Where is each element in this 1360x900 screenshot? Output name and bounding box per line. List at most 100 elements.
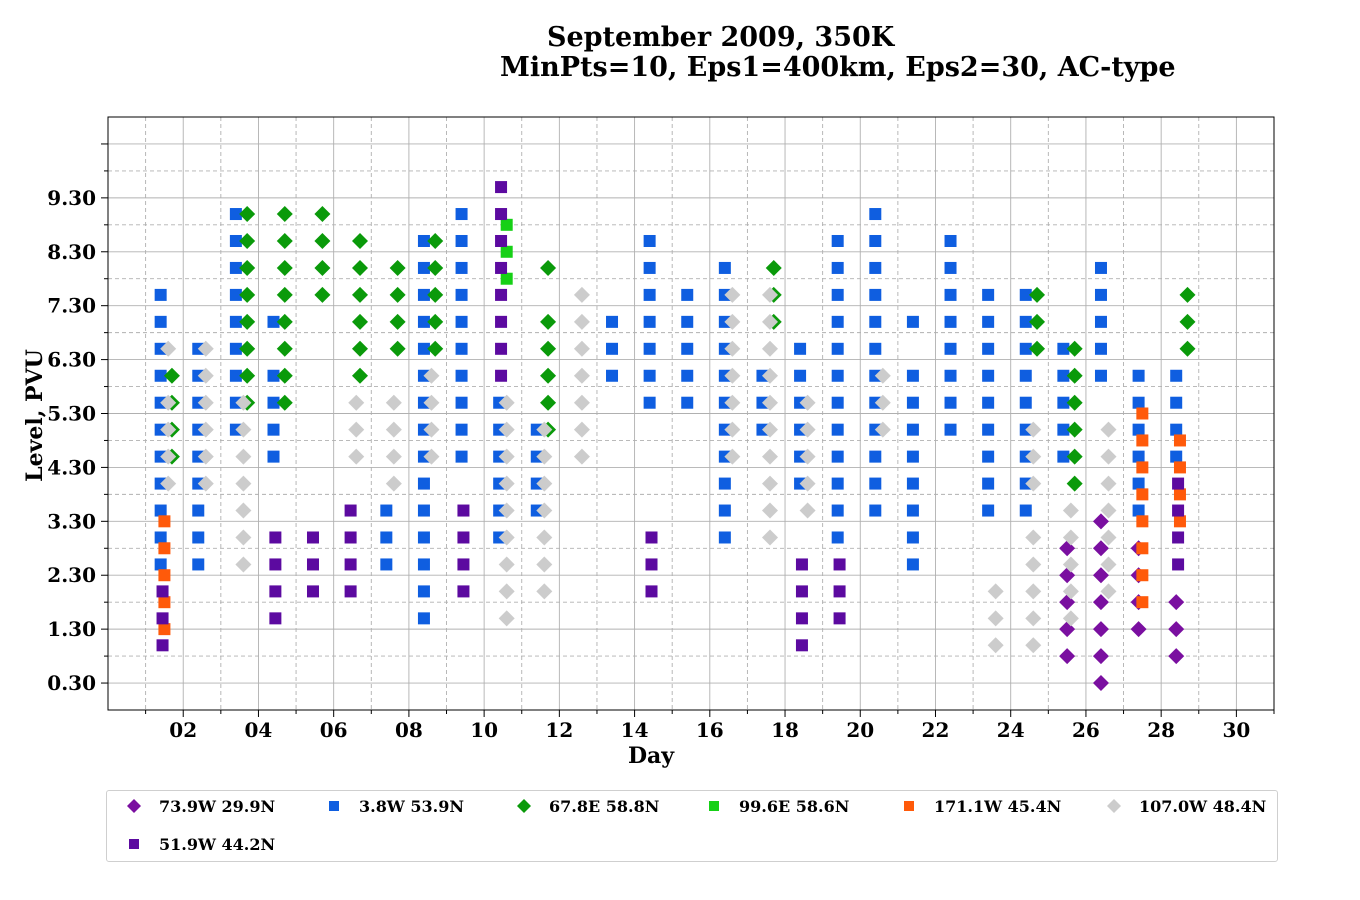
data-point: [540, 340, 557, 357]
data-point: [1136, 596, 1149, 609]
data-point: [239, 206, 256, 223]
data-point: [192, 531, 205, 544]
data-point: [276, 394, 293, 411]
data-point: [276, 206, 293, 223]
data-point: [154, 369, 167, 382]
data-point: [874, 421, 891, 438]
data-point: [1172, 531, 1185, 544]
data-point: [417, 504, 430, 517]
square-marker-icon: [129, 839, 139, 849]
data-point: [982, 396, 995, 409]
legend-label: 99.6E 58.6N: [739, 796, 850, 816]
data-point: [1094, 315, 1107, 328]
data-point: [1059, 648, 1076, 665]
data-point: [1029, 340, 1046, 357]
data-point: [1136, 515, 1149, 528]
data-point: [1025, 475, 1042, 492]
series-6: [160, 286, 1117, 654]
data-point: [1025, 421, 1042, 438]
data-point: [1019, 315, 1032, 328]
data-point: [427, 286, 444, 303]
data-point: [197, 340, 214, 357]
data-point: [239, 259, 256, 276]
data-point: [681, 288, 694, 301]
diamond-marker-icon: [127, 799, 141, 813]
data-point: [982, 342, 995, 355]
data-point: [799, 421, 816, 438]
data-point: [352, 367, 369, 384]
data-point: [229, 234, 242, 247]
data-point: [987, 637, 1004, 654]
legend-marker: [517, 799, 531, 813]
legend-label: 51.9W 44.2N: [159, 834, 276, 854]
data-point: [724, 286, 741, 303]
data-point: [540, 259, 557, 276]
data-point: [869, 288, 882, 301]
x-axis-label: Day: [628, 743, 675, 769]
data-point: [1062, 583, 1079, 600]
data-point: [536, 475, 553, 492]
data-point: [1025, 637, 1042, 654]
data-point: [498, 448, 515, 465]
data-point: [389, 286, 406, 303]
data-point: [1019, 396, 1032, 409]
data-point: [833, 558, 846, 571]
data-point: [455, 423, 468, 436]
data-point: [417, 342, 430, 355]
x-tick-label: 16: [696, 718, 724, 742]
legend-item: 3.8W 53.9N: [327, 792, 464, 820]
data-point: [457, 558, 470, 571]
data-point: [314, 206, 331, 223]
data-point: [799, 502, 816, 519]
data-point: [874, 394, 891, 411]
data-point: [718, 504, 731, 517]
data-point: [606, 342, 619, 355]
data-point: [869, 477, 882, 490]
data-point: [1057, 450, 1070, 463]
data-point: [643, 315, 656, 328]
data-point: [455, 208, 468, 221]
data-point: [982, 315, 995, 328]
legend-label: 73.9W 29.9N: [159, 796, 276, 816]
data-point: [498, 394, 515, 411]
data-point: [229, 288, 242, 301]
data-point: [417, 261, 430, 274]
data-point: [831, 261, 844, 274]
data-point: [573, 421, 590, 438]
data-point: [197, 475, 214, 492]
y-tick-label: 7.30: [47, 294, 96, 318]
data-point: [457, 585, 470, 598]
data-point: [417, 477, 430, 490]
x-tick-label: 04: [245, 718, 273, 742]
data-point: [944, 396, 957, 409]
legend-marker: [329, 801, 339, 811]
data-point: [1179, 286, 1196, 303]
data-point: [314, 286, 331, 303]
data-point: [1062, 610, 1079, 627]
data-point: [229, 369, 242, 382]
data-point: [1029, 286, 1046, 303]
data-point: [455, 261, 468, 274]
data-point: [160, 394, 177, 411]
legend-label: 171.1W 45.4N: [934, 796, 1062, 816]
data-point: [495, 369, 508, 382]
x-tick-label: 08: [395, 718, 423, 742]
data-point: [573, 394, 590, 411]
data-point: [500, 272, 513, 285]
y-tick-label: 1.30: [47, 617, 96, 641]
data-point: [276, 286, 293, 303]
data-point: [799, 394, 816, 411]
data-point: [944, 423, 957, 436]
data-point: [795, 585, 808, 598]
data-point: [1025, 529, 1042, 546]
data-point: [982, 369, 995, 382]
data-point: [276, 259, 293, 276]
data-point: [573, 286, 590, 303]
data-point: [761, 286, 778, 303]
data-point: [417, 531, 430, 544]
data-point: [427, 313, 444, 330]
data-point: [352, 259, 369, 276]
data-point: [795, 612, 808, 625]
data-point: [1132, 450, 1145, 463]
